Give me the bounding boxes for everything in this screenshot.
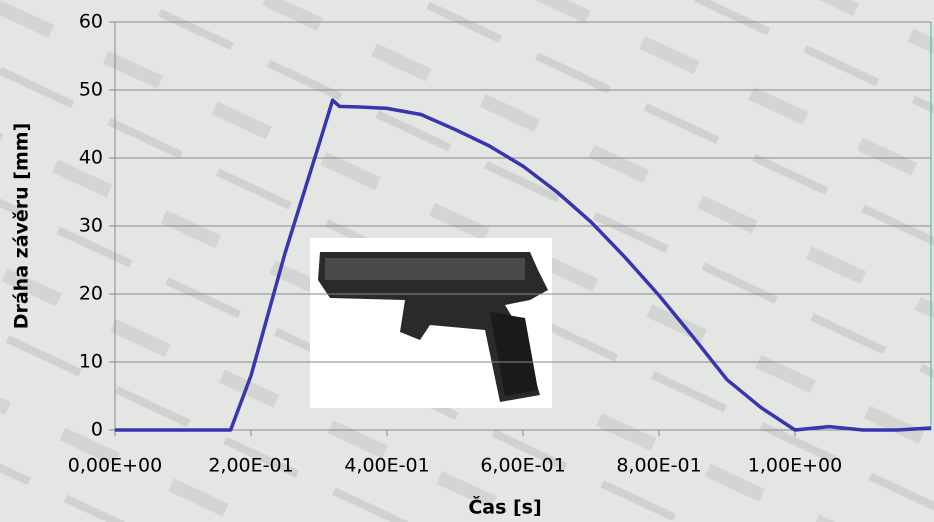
x-tick-label: 0,00E+00 — [68, 455, 162, 477]
y-tick-label: 30 — [79, 215, 103, 237]
x-tick-label: 1,00E+00 — [748, 455, 842, 477]
x-tick-label: 6,00E-01 — [480, 455, 565, 477]
y-tick-label: 20 — [79, 283, 103, 305]
x-tick-label: 4,00E-01 — [344, 455, 429, 477]
pistol-image — [310, 238, 552, 408]
x-tick-label: 2,00E-01 — [208, 455, 293, 477]
x-axis-title: Čas [s] — [468, 495, 541, 519]
y-axis-title: Dráha závěru [mm] — [11, 123, 33, 330]
y-tick-label: 50 — [79, 79, 103, 101]
chart: Čas [s] Dráha závěru [mm] 0 10 20 30 40 50 60 0… — [0, 0, 934, 522]
x-tick-label: 8,00E-01 — [616, 455, 701, 477]
y-tick-label: 40 — [79, 147, 103, 169]
y-tick-label: 60 — [79, 11, 103, 33]
y-tick-label: 10 — [79, 351, 103, 373]
y-tick-label: 0 — [91, 419, 103, 441]
